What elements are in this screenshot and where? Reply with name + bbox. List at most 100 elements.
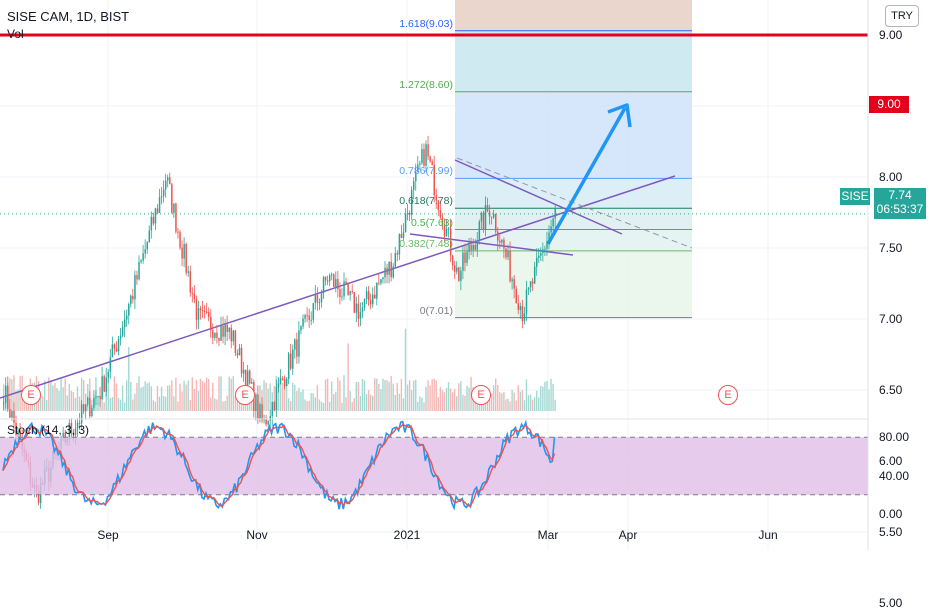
volume-bar (224, 400, 226, 411)
candle-body (536, 257, 538, 267)
candle-body (386, 267, 388, 275)
volume-bar (351, 402, 353, 411)
volume-bar (111, 397, 114, 411)
candle-body (238, 347, 241, 356)
volume-bar (140, 387, 142, 411)
candle-body (265, 418, 267, 425)
candle-body (497, 231, 499, 241)
volume-bar (333, 394, 335, 411)
volume-bar (298, 387, 300, 411)
fib-level-label: 0.786(7.99) (399, 165, 453, 178)
candle-body (76, 422, 79, 429)
currency-button[interactable]: TRY (885, 5, 919, 27)
candle-body (451, 255, 454, 266)
candle-body (443, 226, 446, 237)
candle-body (91, 407, 93, 417)
last-price-tag: 7.74 06:53:37 (874, 188, 926, 219)
stoch-d-line (2, 423, 556, 507)
symbol-title[interactable]: SISE CAM, 1D, BIST (7, 9, 130, 24)
candle-body (19, 430, 21, 438)
last-price-value: 7.74 (888, 188, 912, 202)
candle-body (236, 353, 239, 356)
candle-body (140, 260, 142, 262)
candle-body (523, 313, 526, 322)
volume-label[interactable]: Vol (7, 27, 24, 41)
volume-bar (152, 400, 155, 411)
candle-body (208, 312, 210, 317)
stoch-band (0, 437, 868, 495)
candle-body (150, 216, 153, 231)
candle-body (70, 423, 73, 434)
volume-bar (318, 399, 321, 411)
candle-body (410, 189, 413, 215)
volume-bar (302, 389, 304, 411)
candle-body (343, 281, 345, 297)
candle-body (267, 420, 269, 425)
price-chart[interactable] (0, 0, 932, 550)
candle-body (337, 279, 339, 290)
candle-body (251, 382, 253, 384)
candle-body (85, 404, 87, 412)
volume-bar (109, 398, 111, 411)
candle-body (415, 171, 417, 182)
volume-bar (462, 394, 464, 411)
volume-bar (390, 375, 392, 411)
candle-body (220, 325, 222, 341)
volume-bar (115, 383, 118, 411)
candle-body (3, 402, 5, 404)
candle-body (447, 228, 450, 230)
candle-body (193, 293, 196, 300)
fib-zone (455, 30, 692, 92)
candle-body (154, 208, 157, 224)
candle-body (406, 212, 409, 215)
fibonacci-retracement[interactable] (455, 0, 692, 319)
level-price-tag: 9.00 (869, 96, 909, 113)
candle-body (544, 248, 546, 250)
volume-bar (230, 378, 232, 411)
candle-body (439, 210, 442, 218)
volume-bar (179, 383, 181, 411)
fib-level-label: 0.618(7.78) (399, 195, 453, 208)
candle-body (376, 282, 378, 299)
volume-bar (216, 399, 218, 411)
candle-body (160, 196, 163, 198)
candle-body (511, 279, 513, 282)
volume-bar (388, 381, 390, 411)
volume-bar (454, 389, 456, 411)
price-axis-label: 5.00 (879, 596, 903, 610)
candle-body (113, 344, 116, 349)
volume-bar (56, 387, 58, 411)
candle-body (519, 306, 522, 310)
volume-bar (316, 385, 319, 411)
volume-bar (398, 393, 401, 411)
fib-zone (455, 178, 692, 209)
candle-body (121, 327, 124, 336)
volume-bar (367, 390, 370, 411)
volume-bar (300, 392, 302, 411)
volume-bar (408, 380, 411, 411)
volume-bar (199, 378, 202, 411)
volume-bar (552, 383, 554, 411)
volume-bar (544, 381, 546, 411)
volume-bar (458, 383, 460, 411)
volume-bar (273, 385, 275, 411)
volume-bar (218, 376, 220, 411)
stochastic-label[interactable]: Stoch (14, 3, 3) (7, 423, 90, 437)
volume-bar (492, 385, 495, 411)
candle-body (310, 319, 312, 321)
candle-body (107, 371, 110, 378)
stochastic-pane (0, 419, 868, 511)
volume-bar (144, 381, 146, 411)
volume-bar (413, 380, 415, 411)
volume-bar (70, 390, 73, 411)
candle-body (554, 208, 556, 219)
volume-bar (326, 378, 329, 411)
volume-bar (488, 399, 491, 411)
volume-bar (290, 401, 292, 411)
volume-bar (515, 400, 517, 411)
volume-bar (46, 400, 48, 411)
volume-bar (372, 395, 374, 411)
candle-body (259, 404, 261, 419)
candle-body (269, 416, 271, 421)
volume-bar (74, 397, 77, 411)
